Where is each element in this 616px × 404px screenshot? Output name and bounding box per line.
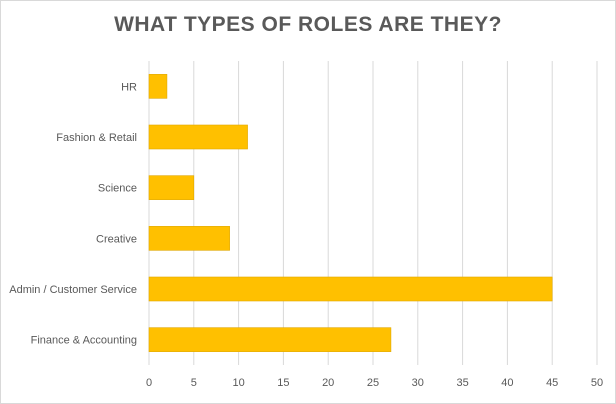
category-label: Admin / Customer Service <box>9 284 137 296</box>
bars <box>148 74 553 352</box>
bar <box>148 276 553 302</box>
category-label: Fashion & Retail <box>56 132 137 144</box>
x-tick-label: 25 <box>367 377 379 389</box>
x-tick-label: 45 <box>546 377 558 389</box>
x-tick-label: 50 <box>591 377 603 389</box>
category-label: Science <box>98 183 137 195</box>
category-label: Creative <box>96 233 137 245</box>
category-label: Finance & Accounting <box>31 335 137 347</box>
x-tick-label: 30 <box>412 377 424 389</box>
x-tick-label: 0 <box>146 377 152 389</box>
x-tick-label: 35 <box>456 377 468 389</box>
x-tick-label: 10 <box>232 377 244 389</box>
gridlines <box>148 61 598 365</box>
bar <box>148 124 248 150</box>
x-tick-label: 15 <box>277 377 289 389</box>
bar <box>148 226 230 251</box>
category-label: HR <box>121 81 137 93</box>
x-tick-label: 5 <box>191 377 197 389</box>
bar <box>148 74 168 99</box>
category-labels: HR Fashion & Retail Science Creative Admin /… <box>9 81 137 346</box>
bar <box>148 327 392 352</box>
x-tick-labels: 0 5 10 15 20 25 30 35 40 45 50 <box>146 377 603 389</box>
x-tick-label: 20 <box>322 377 334 389</box>
bar <box>148 175 195 200</box>
x-tick-label: 40 <box>501 377 513 389</box>
chart-title: WHAT TYPES OF ROLES ARE THEY? <box>114 13 502 36</box>
